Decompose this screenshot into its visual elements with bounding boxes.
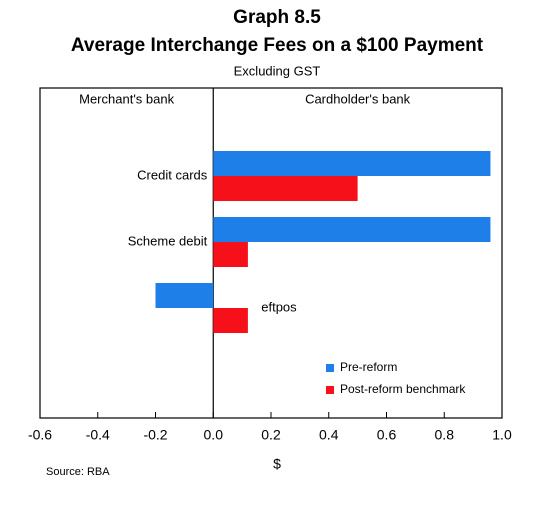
chart-note: Excluding GST	[234, 63, 321, 78]
chart-title: Graph 8.5	[233, 7, 321, 28]
category-label: Scheme debit	[128, 233, 208, 248]
source: Source: RBA	[46, 466, 110, 478]
bar	[213, 308, 248, 333]
x-tick-label: 0.0	[204, 427, 224, 443]
panel-label: Cardholder's bank	[305, 91, 411, 106]
chart-subtitle: Average Interchange Fees on a $100 Payme…	[71, 35, 484, 56]
bar	[155, 283, 214, 308]
panel-label: Merchant's bank	[79, 91, 174, 106]
category-label: Credit cards	[137, 167, 208, 182]
bar	[213, 176, 358, 201]
category-label: eftpos	[261, 299, 297, 314]
bar	[213, 217, 491, 242]
x-tick-label: 1.0	[492, 427, 512, 443]
x-tick-label: 0.6	[377, 427, 397, 443]
legend-swatch	[326, 364, 334, 372]
legend-label: Pre-reform	[340, 360, 397, 374]
x-tick-label: 0.2	[261, 427, 281, 443]
plot-frame	[39, 87, 503, 419]
x-tick-label: -0.2	[143, 427, 167, 443]
x-tick-label: 0.8	[435, 427, 455, 443]
x-tick-label: 0.4	[319, 427, 339, 443]
bar	[213, 151, 491, 176]
legend-swatch	[326, 386, 334, 394]
legend-label: Post-reform benchmark	[340, 382, 466, 396]
bar	[213, 242, 248, 267]
x-tick-label: -0.4	[86, 427, 110, 443]
x-axis-label: $	[273, 456, 281, 472]
x-tick-label: -0.6	[28, 427, 52, 443]
